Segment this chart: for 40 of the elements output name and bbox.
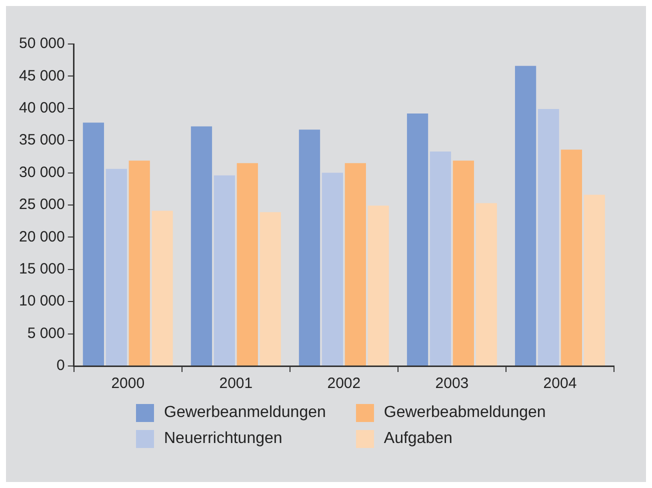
- y-tick-label: 45 000: [18, 67, 65, 84]
- legend-label: Neuerrichtungen: [164, 430, 282, 448]
- bar: [368, 206, 389, 366]
- bar: [560, 150, 582, 366]
- y-tick-label: 35 000: [18, 132, 65, 149]
- y-tick-label: 15 000: [18, 260, 65, 278]
- y-tick-label: 30 000: [18, 164, 65, 181]
- y-tick-label: 25 000: [18, 196, 65, 214]
- bar: [514, 66, 536, 366]
- bar: [260, 212, 281, 366]
- y-tick-label: 5 000: [27, 324, 65, 342]
- bar: [344, 163, 366, 366]
- legend-label: Gewerbeabmeldungen: [384, 404, 546, 422]
- bar: [584, 194, 605, 366]
- bar: [82, 122, 104, 366]
- y-tick-label: 50 000: [18, 35, 65, 52]
- bar: [298, 130, 320, 366]
- legend-label: Gewerbeanmeldungen: [164, 404, 326, 422]
- x-tick-label: 2004: [543, 375, 577, 392]
- bar: [190, 126, 212, 366]
- bar: [236, 163, 258, 366]
- bar: [406, 114, 428, 366]
- y-tick-label: 10 000: [18, 292, 65, 310]
- bar: [476, 203, 497, 366]
- legend-label: Aufgaben: [384, 430, 452, 448]
- x-tick-label: 2001: [219, 375, 253, 392]
- bar: [214, 175, 235, 366]
- x-tick-label: 2002: [327, 375, 361, 392]
- y-tick-label: 20 000: [18, 228, 65, 246]
- y-tick-label: 0: [56, 357, 65, 374]
- bar: [152, 210, 173, 366]
- bar: [322, 172, 344, 366]
- bar: [106, 168, 127, 366]
- x-tick-label: 2000: [111, 375, 145, 392]
- bar: [538, 109, 560, 366]
- bar: [128, 160, 150, 366]
- bar: [430, 152, 452, 366]
- y-tick-label: 40 000: [18, 100, 65, 117]
- bar: [452, 160, 474, 366]
- x-tick-label: 2003: [435, 375, 469, 392]
